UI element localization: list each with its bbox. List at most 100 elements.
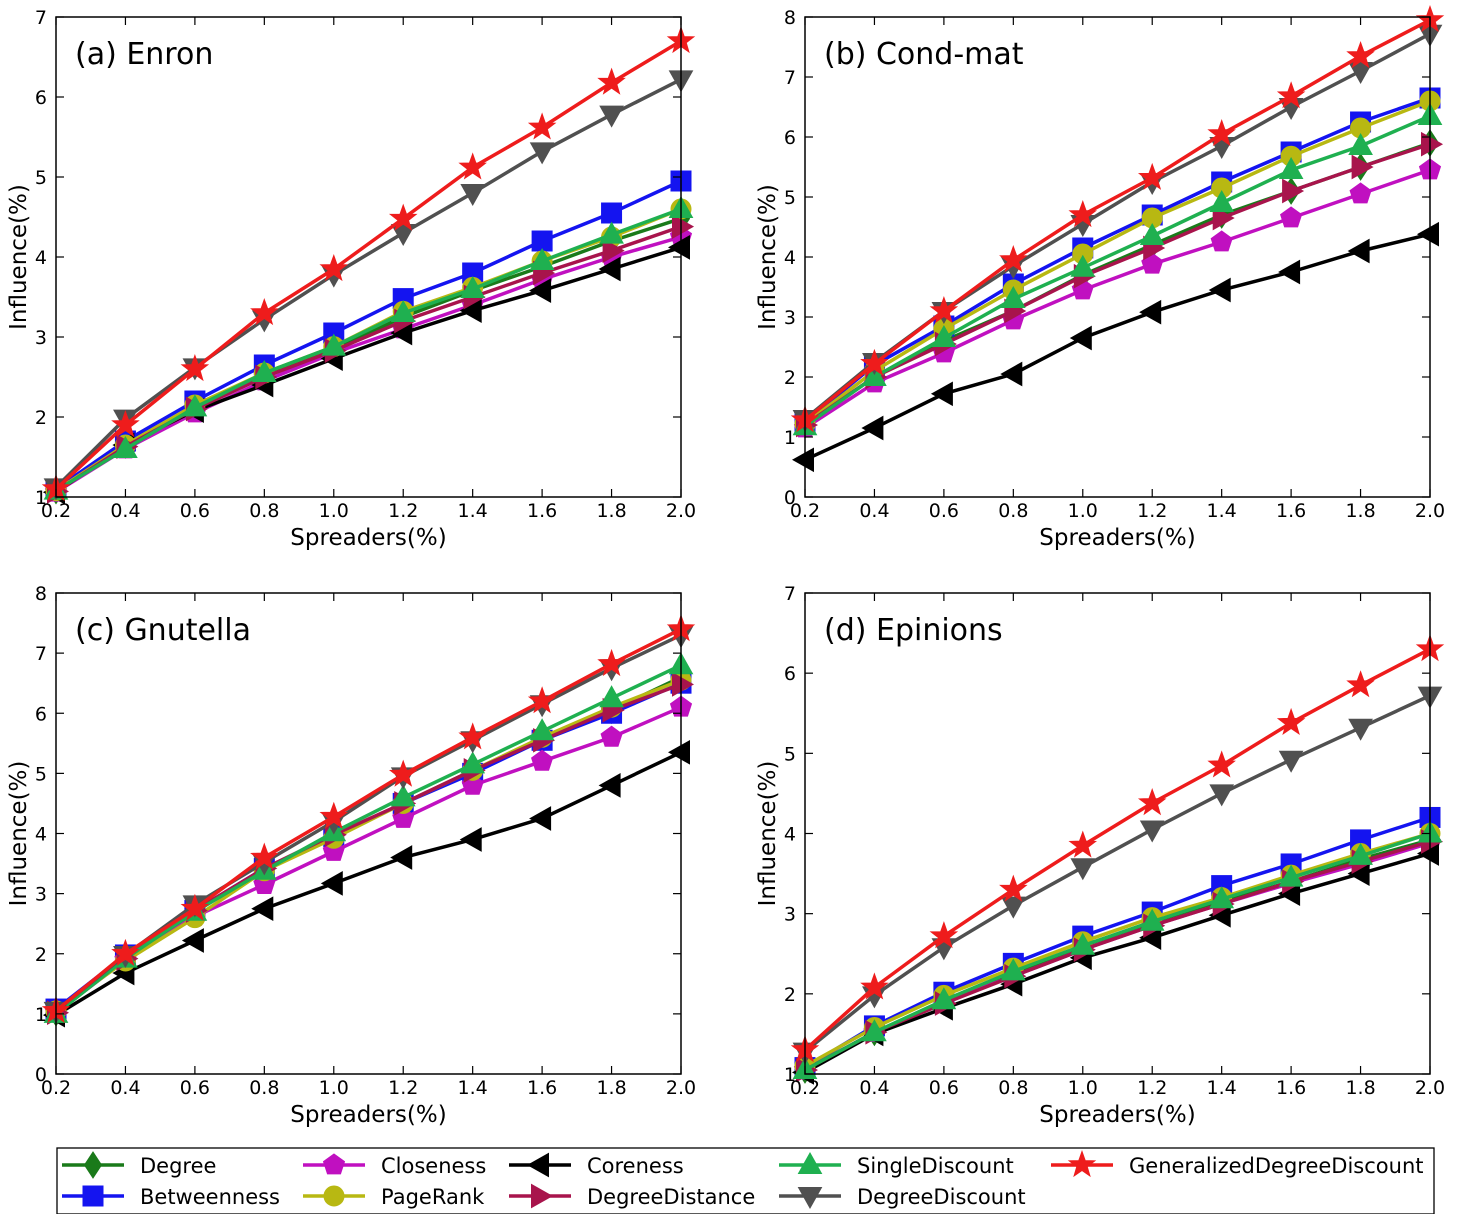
data-point-coreness xyxy=(1208,277,1231,303)
data-point-singlediscount xyxy=(321,333,347,356)
data-point-singlediscount xyxy=(251,359,277,382)
data-point-coreness xyxy=(1069,325,1092,351)
y-tick-label: 6 xyxy=(784,127,796,149)
x-tick-label: 0.2 xyxy=(41,500,71,522)
x-axis-label: Spreaders(%) xyxy=(290,525,446,551)
y-tick-label: 3 xyxy=(35,884,47,906)
y-tick-label: 0 xyxy=(35,1064,47,1086)
data-point-singlediscount xyxy=(529,718,555,741)
x-tick-label: 1.6 xyxy=(1276,1077,1306,1099)
legend-marker-singlediscount xyxy=(797,1151,823,1174)
data-point-singlediscount xyxy=(1278,864,1304,887)
data-point-generalizeddegreediscount xyxy=(527,112,557,140)
x-tick-label: 0.4 xyxy=(110,1077,140,1099)
data-point-closeness xyxy=(600,725,623,747)
data-point-generalizeddegreediscount xyxy=(458,722,487,750)
y-tick-label: 0 xyxy=(784,487,796,509)
data-point-generalizeddegreediscount xyxy=(250,842,279,870)
data-point-degreediscount xyxy=(1070,858,1096,881)
series-line-betweenness xyxy=(803,96,1431,424)
legend-entry-coreness: Coreness xyxy=(509,1152,684,1178)
data-point-closeness xyxy=(531,749,554,771)
y-tick-label: 8 xyxy=(35,583,47,605)
legend-label: DegreeDistance xyxy=(587,1185,755,1209)
x-tick-label: 0.6 xyxy=(180,1077,210,1099)
data-point-coreness xyxy=(791,447,814,473)
y-tick-label: 4 xyxy=(784,824,796,846)
data-point-singlediscount xyxy=(931,324,957,347)
series-line-singlediscount xyxy=(55,207,682,493)
panel-title: (a) Enron xyxy=(75,37,213,72)
x-tick-label: 2.0 xyxy=(1415,1077,1445,1099)
y-tick-label: 1 xyxy=(784,427,796,449)
x-axis-label: Spreaders(%) xyxy=(290,1102,446,1128)
legend-marker-pagerank xyxy=(323,1185,345,1207)
data-point-generalizeddegreediscount xyxy=(999,874,1028,902)
x-tick-label: 0.8 xyxy=(249,500,279,522)
x-axis-label: Spreaders(%) xyxy=(1039,1102,1195,1128)
data-point-degreedistance xyxy=(1351,154,1374,180)
x-tick-label: 0.4 xyxy=(859,500,889,522)
legend-box xyxy=(56,1147,1435,1214)
y-tick-label: 7 xyxy=(35,7,47,29)
data-point-generalizeddegreediscount xyxy=(597,67,626,95)
data-point-singlediscount xyxy=(599,685,624,708)
y-tick-label: 7 xyxy=(784,583,796,605)
data-point-generalizeddegreediscount xyxy=(111,938,140,966)
y-axis-label: Influence(%) xyxy=(6,761,32,907)
data-point-generalizeddegreediscount xyxy=(929,295,959,324)
data-point-generalizeddegreediscount xyxy=(319,801,349,829)
data-point-coreness xyxy=(1139,299,1162,325)
y-tick-label: 3 xyxy=(35,327,47,349)
y-tick-label: 1 xyxy=(784,1064,796,1086)
y-tick-label: 8 xyxy=(784,7,796,29)
data-point-closeness xyxy=(1280,206,1303,228)
plot-area xyxy=(805,17,1430,497)
data-point-generalizeddegreediscount xyxy=(929,921,959,949)
x-axis-label: Spreaders(%) xyxy=(1039,525,1195,551)
data-point-degreedistance xyxy=(1421,131,1444,157)
data-point-coreness xyxy=(1000,361,1023,387)
x-tick-label: 0.8 xyxy=(249,1077,279,1099)
data-point-singlediscount xyxy=(1000,958,1026,981)
data-point-singlediscount xyxy=(390,299,416,322)
legend-label: DegreeDiscount xyxy=(857,1185,1026,1209)
x-tick-label: 1.8 xyxy=(596,1077,626,1099)
x-tick-label: 0.6 xyxy=(929,500,959,522)
x-tick-label: 1.2 xyxy=(1137,500,1167,522)
data-point-generalizeddegreediscount xyxy=(1276,81,1306,109)
y-tick-label: 2 xyxy=(35,407,47,429)
x-tick-label: 1.0 xyxy=(1068,1077,1098,1099)
data-point-generalizeddegreediscount xyxy=(527,686,557,714)
data-point-singlediscount xyxy=(599,221,624,244)
data-point-generalizeddegreediscount xyxy=(1137,162,1167,190)
x-tick-label: 1.8 xyxy=(1345,500,1375,522)
data-point-coreness xyxy=(930,381,953,407)
data-point-degreediscount xyxy=(1209,784,1235,807)
data-point-generalizeddegreediscount xyxy=(999,245,1028,273)
legend-label: Closeness xyxy=(381,1154,486,1178)
data-point-coreness xyxy=(1416,221,1439,247)
data-point-coreness xyxy=(529,278,552,303)
data-point-coreness xyxy=(251,896,274,922)
legend: Degree Closeness Coreness SingleDiscount Gen… xyxy=(56,1147,1435,1214)
data-point-generalizeddegreediscount xyxy=(1137,788,1167,816)
data-point-singlediscount xyxy=(113,435,138,458)
legend-marker-coreness xyxy=(526,1152,549,1178)
data-point-degreediscount xyxy=(1278,750,1304,773)
x-tick-label: 0.2 xyxy=(41,1077,71,1099)
y-tick-label: 1 xyxy=(35,1004,47,1026)
plot-area xyxy=(805,593,1430,1074)
data-point-degreediscount xyxy=(529,142,555,165)
legend-marker-closeness xyxy=(322,1153,346,1175)
data-point-generalizeddegreediscount xyxy=(1346,41,1375,69)
y-tick-label: 3 xyxy=(784,307,796,329)
series-line-singlediscount xyxy=(804,831,1431,1072)
data-point-degreediscount xyxy=(460,184,486,207)
x-tick-label: 1.2 xyxy=(1137,1077,1167,1099)
x-tick-label: 0.4 xyxy=(110,500,140,522)
y-tick-label: 5 xyxy=(784,187,796,209)
x-tick-label: 0.6 xyxy=(180,500,210,522)
y-tick-label: 4 xyxy=(35,247,47,269)
